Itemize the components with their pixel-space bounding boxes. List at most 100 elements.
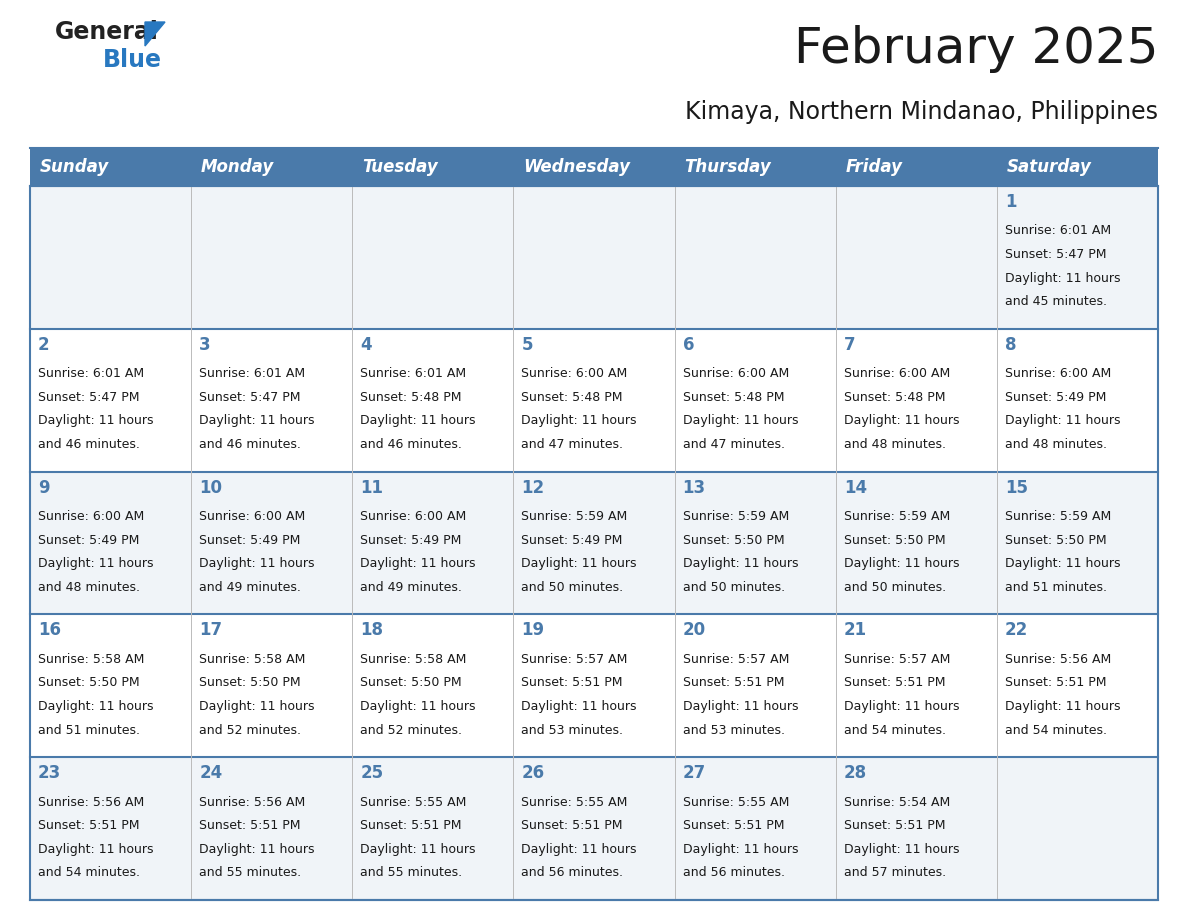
Text: Sunrise: 5:56 AM: Sunrise: 5:56 AM xyxy=(1005,653,1111,666)
Bar xyxy=(30,329,1158,472)
Text: Daylight: 11 hours: Daylight: 11 hours xyxy=(360,700,475,713)
Text: and 51 minutes.: and 51 minutes. xyxy=(1005,581,1107,594)
Text: and 52 minutes.: and 52 minutes. xyxy=(200,723,301,736)
Text: February 2025: February 2025 xyxy=(794,25,1158,73)
Text: Daylight: 11 hours: Daylight: 11 hours xyxy=(1005,272,1120,285)
Text: Daylight: 11 hours: Daylight: 11 hours xyxy=(683,843,798,856)
Text: Sunrise: 5:58 AM: Sunrise: 5:58 AM xyxy=(38,653,145,666)
Text: and 47 minutes.: and 47 minutes. xyxy=(683,438,784,451)
Text: and 47 minutes.: and 47 minutes. xyxy=(522,438,624,451)
Text: Sunrise: 6:00 AM: Sunrise: 6:00 AM xyxy=(38,510,144,523)
Text: 27: 27 xyxy=(683,764,706,782)
Text: 3: 3 xyxy=(200,336,210,353)
Bar xyxy=(30,472,1158,614)
Text: and 53 minutes.: and 53 minutes. xyxy=(522,723,624,736)
Text: 22: 22 xyxy=(1005,621,1028,640)
Text: Sunrise: 6:00 AM: Sunrise: 6:00 AM xyxy=(683,367,789,380)
Text: Daylight: 11 hours: Daylight: 11 hours xyxy=(683,557,798,570)
Text: Sunday: Sunday xyxy=(40,158,109,176)
Text: Sunrise: 5:54 AM: Sunrise: 5:54 AM xyxy=(843,796,950,809)
Text: 23: 23 xyxy=(38,764,62,782)
Text: 5: 5 xyxy=(522,336,533,353)
Text: Daylight: 11 hours: Daylight: 11 hours xyxy=(360,843,475,856)
Text: and 46 minutes.: and 46 minutes. xyxy=(200,438,301,451)
Text: Sunrise: 6:00 AM: Sunrise: 6:00 AM xyxy=(1005,367,1111,380)
Text: Daylight: 11 hours: Daylight: 11 hours xyxy=(522,557,637,570)
Text: Thursday: Thursday xyxy=(684,158,771,176)
Text: 2: 2 xyxy=(38,336,50,353)
Text: Sunset: 5:49 PM: Sunset: 5:49 PM xyxy=(1005,391,1106,404)
Text: Sunrise: 5:59 AM: Sunrise: 5:59 AM xyxy=(1005,510,1111,523)
Text: and 46 minutes.: and 46 minutes. xyxy=(360,438,462,451)
Bar xyxy=(30,186,1158,329)
Text: Sunset: 5:51 PM: Sunset: 5:51 PM xyxy=(200,819,301,833)
Text: Daylight: 11 hours: Daylight: 11 hours xyxy=(38,557,153,570)
Text: Tuesday: Tuesday xyxy=(362,158,438,176)
Text: 20: 20 xyxy=(683,621,706,640)
Text: and 46 minutes.: and 46 minutes. xyxy=(38,438,140,451)
Text: Daylight: 11 hours: Daylight: 11 hours xyxy=(522,843,637,856)
Text: Sunset: 5:48 PM: Sunset: 5:48 PM xyxy=(683,391,784,404)
Text: Sunrise: 6:00 AM: Sunrise: 6:00 AM xyxy=(522,367,627,380)
Text: Friday: Friday xyxy=(846,158,903,176)
Text: 4: 4 xyxy=(360,336,372,353)
Text: Blue: Blue xyxy=(103,48,162,72)
Text: and 55 minutes.: and 55 minutes. xyxy=(200,867,302,879)
Text: Daylight: 11 hours: Daylight: 11 hours xyxy=(360,557,475,570)
Text: Daylight: 11 hours: Daylight: 11 hours xyxy=(683,700,798,713)
Bar xyxy=(30,614,1158,757)
Text: Sunset: 5:51 PM: Sunset: 5:51 PM xyxy=(683,819,784,833)
Text: Sunrise: 6:01 AM: Sunrise: 6:01 AM xyxy=(360,367,467,380)
Text: Sunset: 5:50 PM: Sunset: 5:50 PM xyxy=(683,533,784,546)
Text: Sunrise: 5:55 AM: Sunrise: 5:55 AM xyxy=(522,796,627,809)
Text: and 50 minutes.: and 50 minutes. xyxy=(683,581,785,594)
Text: 8: 8 xyxy=(1005,336,1017,353)
Text: and 52 minutes.: and 52 minutes. xyxy=(360,723,462,736)
Text: and 51 minutes.: and 51 minutes. xyxy=(38,723,140,736)
Text: Wednesday: Wednesday xyxy=(524,158,631,176)
Text: 1: 1 xyxy=(1005,193,1017,211)
Text: Sunset: 5:49 PM: Sunset: 5:49 PM xyxy=(200,533,301,546)
Text: Sunset: 5:51 PM: Sunset: 5:51 PM xyxy=(522,677,623,689)
Text: Sunrise: 5:56 AM: Sunrise: 5:56 AM xyxy=(200,796,305,809)
Text: Daylight: 11 hours: Daylight: 11 hours xyxy=(1005,700,1120,713)
Text: Daylight: 11 hours: Daylight: 11 hours xyxy=(360,414,475,428)
Text: Sunset: 5:51 PM: Sunset: 5:51 PM xyxy=(38,819,139,833)
Text: Sunset: 5:50 PM: Sunset: 5:50 PM xyxy=(38,677,140,689)
Text: Sunrise: 5:58 AM: Sunrise: 5:58 AM xyxy=(360,653,467,666)
Text: Sunset: 5:51 PM: Sunset: 5:51 PM xyxy=(843,819,946,833)
Text: Sunrise: 5:55 AM: Sunrise: 5:55 AM xyxy=(360,796,467,809)
Bar xyxy=(30,186,1158,900)
Text: Sunset: 5:48 PM: Sunset: 5:48 PM xyxy=(360,391,462,404)
Text: 25: 25 xyxy=(360,764,384,782)
Text: 18: 18 xyxy=(360,621,384,640)
Text: 17: 17 xyxy=(200,621,222,640)
Text: Daylight: 11 hours: Daylight: 11 hours xyxy=(200,414,315,428)
Text: 12: 12 xyxy=(522,478,544,497)
Text: and 55 minutes.: and 55 minutes. xyxy=(360,867,462,879)
Text: 9: 9 xyxy=(38,478,50,497)
Text: Daylight: 11 hours: Daylight: 11 hours xyxy=(1005,557,1120,570)
Text: Sunset: 5:48 PM: Sunset: 5:48 PM xyxy=(843,391,946,404)
Text: Sunset: 5:50 PM: Sunset: 5:50 PM xyxy=(360,677,462,689)
Text: Monday: Monday xyxy=(201,158,274,176)
Text: Saturday: Saturday xyxy=(1007,158,1092,176)
Text: Daylight: 11 hours: Daylight: 11 hours xyxy=(38,414,153,428)
Text: and 48 minutes.: and 48 minutes. xyxy=(843,438,946,451)
Text: Sunset: 5:48 PM: Sunset: 5:48 PM xyxy=(522,391,623,404)
Text: Sunset: 5:50 PM: Sunset: 5:50 PM xyxy=(1005,533,1106,546)
Text: Sunset: 5:47 PM: Sunset: 5:47 PM xyxy=(200,391,301,404)
Text: Daylight: 11 hours: Daylight: 11 hours xyxy=(843,557,959,570)
Text: and 54 minutes.: and 54 minutes. xyxy=(843,723,946,736)
Text: Sunset: 5:51 PM: Sunset: 5:51 PM xyxy=(683,677,784,689)
Text: and 48 minutes.: and 48 minutes. xyxy=(1005,438,1107,451)
Text: Sunrise: 5:59 AM: Sunrise: 5:59 AM xyxy=(522,510,627,523)
Text: and 57 minutes.: and 57 minutes. xyxy=(843,867,946,879)
Text: Sunset: 5:50 PM: Sunset: 5:50 PM xyxy=(200,677,301,689)
Text: Sunset: 5:51 PM: Sunset: 5:51 PM xyxy=(360,819,462,833)
Text: Sunrise: 6:01 AM: Sunrise: 6:01 AM xyxy=(1005,224,1111,238)
Bar xyxy=(30,757,1158,900)
Text: Sunrise: 5:57 AM: Sunrise: 5:57 AM xyxy=(683,653,789,666)
Text: and 50 minutes.: and 50 minutes. xyxy=(843,581,946,594)
Text: and 49 minutes.: and 49 minutes. xyxy=(200,581,301,594)
